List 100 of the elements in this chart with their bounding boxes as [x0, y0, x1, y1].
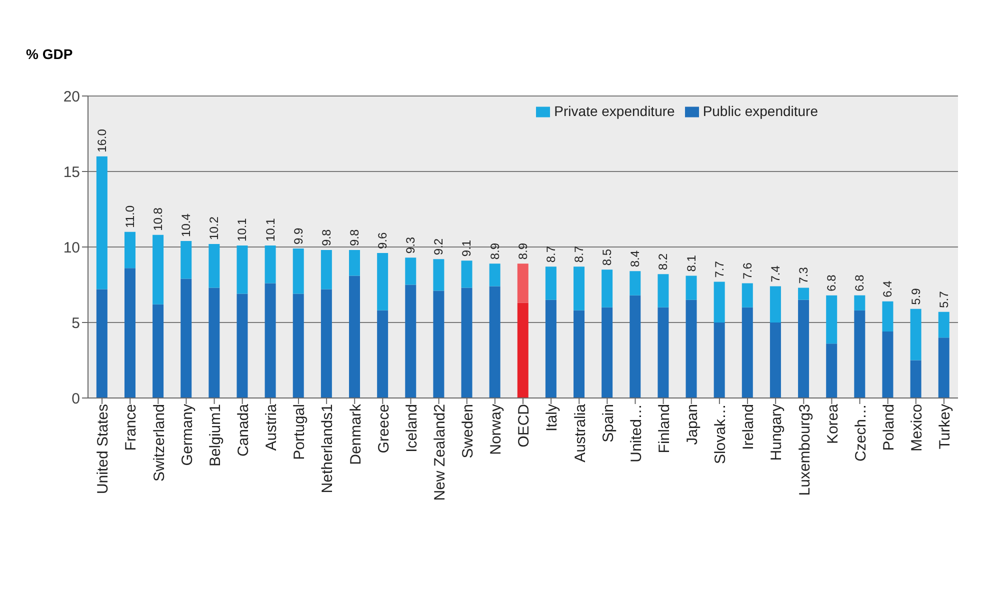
- bar: [742, 307, 753, 398]
- bar: [798, 300, 810, 398]
- bar: [349, 250, 360, 276]
- bar: [264, 245, 276, 284]
- total-label: 6.8: [852, 274, 867, 292]
- bar: [770, 286, 781, 322]
- bar: [545, 266, 556, 300]
- bar: [320, 250, 332, 290]
- x-tick-label: Germany: [178, 404, 196, 466]
- bar: [882, 301, 894, 332]
- x-tick-label: Canada: [235, 403, 252, 457]
- x-tick-label: Ireland: [740, 404, 758, 450]
- total-label: 9.6: [376, 232, 390, 250]
- bar: [292, 248, 304, 294]
- total-label: 8.7: [544, 246, 558, 263]
- total-label: 5.7: [936, 290, 951, 308]
- bar: [461, 288, 472, 398]
- total-label: 8.9: [516, 242, 530, 260]
- bar: [630, 271, 641, 296]
- x-tick-label: Italy: [544, 404, 561, 432]
- bar: [545, 300, 556, 398]
- total-label: 11.0: [122, 205, 137, 228]
- x-tick-label: Spain: [600, 404, 617, 442]
- bar: [236, 294, 248, 398]
- x-tick-label: Switzerland: [150, 404, 168, 482]
- bar: [938, 312, 950, 338]
- bar: [377, 253, 388, 310]
- bar: [602, 270, 613, 308]
- y-tick-label: 10: [63, 239, 80, 256]
- x-tick-label: Norway: [488, 404, 505, 455]
- bar: [264, 283, 276, 398]
- x-tick-label: Korea: [824, 403, 842, 444]
- total-label: 9.9: [291, 228, 306, 245]
- bar: [208, 244, 220, 288]
- bar: [686, 300, 697, 398]
- total-label: 8.9: [488, 242, 502, 260]
- bar: [124, 268, 136, 398]
- total-label: 9.8: [319, 229, 334, 246]
- bar: [826, 295, 838, 344]
- x-tick-label: United States: [94, 404, 112, 494]
- bar: [208, 288, 220, 398]
- x-tick-label: Slovak…: [712, 404, 730, 464]
- legend-label: Public expenditure: [702, 103, 818, 119]
- x-tick-label: Greece: [375, 404, 392, 454]
- bar: [910, 308, 922, 360]
- total-label: 8.7: [572, 246, 586, 263]
- total-label: 10.4: [179, 213, 194, 237]
- total-label: 6.4: [880, 280, 895, 298]
- bar: [292, 294, 304, 398]
- bar: [826, 344, 838, 398]
- bar: [405, 284, 416, 398]
- bar: [714, 282, 725, 322]
- x-tick-label: Netherlands1: [319, 404, 336, 494]
- legend-label: Private expenditure: [554, 103, 675, 119]
- total-label: 9.8: [348, 229, 362, 246]
- x-tick-label: Finland: [656, 404, 673, 454]
- bar: [377, 310, 388, 398]
- bar: [433, 290, 444, 398]
- x-tick-label: Portugal: [291, 404, 308, 460]
- total-label: 10.8: [151, 207, 166, 231]
- bar: [124, 232, 136, 268]
- x-tick-label: France: [122, 404, 140, 451]
- total-label: 8.5: [600, 248, 614, 266]
- bar: [461, 260, 472, 288]
- x-tick-label: Turkey: [936, 404, 954, 450]
- bar: [517, 264, 528, 303]
- y-axis-title: % GDP: [26, 46, 73, 62]
- bar: [349, 276, 360, 398]
- bar: [152, 304, 164, 398]
- bar: [658, 307, 669, 398]
- bar: [798, 288, 810, 300]
- bar: [517, 302, 528, 398]
- bar: [180, 240, 192, 279]
- total-label: 8.2: [656, 253, 670, 270]
- bar: [686, 276, 697, 300]
- bar: [433, 259, 444, 291]
- bar: [658, 274, 669, 308]
- bar: [574, 310, 585, 398]
- bar: [854, 295, 866, 310]
- y-tick-label: 5: [72, 314, 80, 332]
- total-label: 7.6: [740, 262, 754, 280]
- total-label: 10.1: [263, 218, 278, 242]
- bar: [236, 245, 248, 294]
- x-tick-label: United…: [628, 404, 645, 462]
- total-label: 8.4: [628, 250, 642, 268]
- total-label: 9.3: [404, 236, 418, 254]
- x-tick-label: Iceland: [403, 404, 420, 452]
- bar: [714, 322, 725, 398]
- y-tick-label: 15: [63, 164, 80, 181]
- total-label: 6.8: [824, 274, 839, 292]
- bar: [405, 258, 416, 285]
- bar: [938, 338, 950, 398]
- bar: [630, 295, 641, 398]
- x-tick-label: Luxembourg3: [796, 404, 814, 496]
- total-label: 7.3: [796, 266, 811, 284]
- total-label: 5.9: [908, 288, 923, 305]
- x-tick-label: Denmark: [347, 404, 364, 465]
- bar: [770, 322, 781, 398]
- total-label: 8.1: [684, 254, 698, 272]
- total-label: 10.2: [207, 216, 222, 240]
